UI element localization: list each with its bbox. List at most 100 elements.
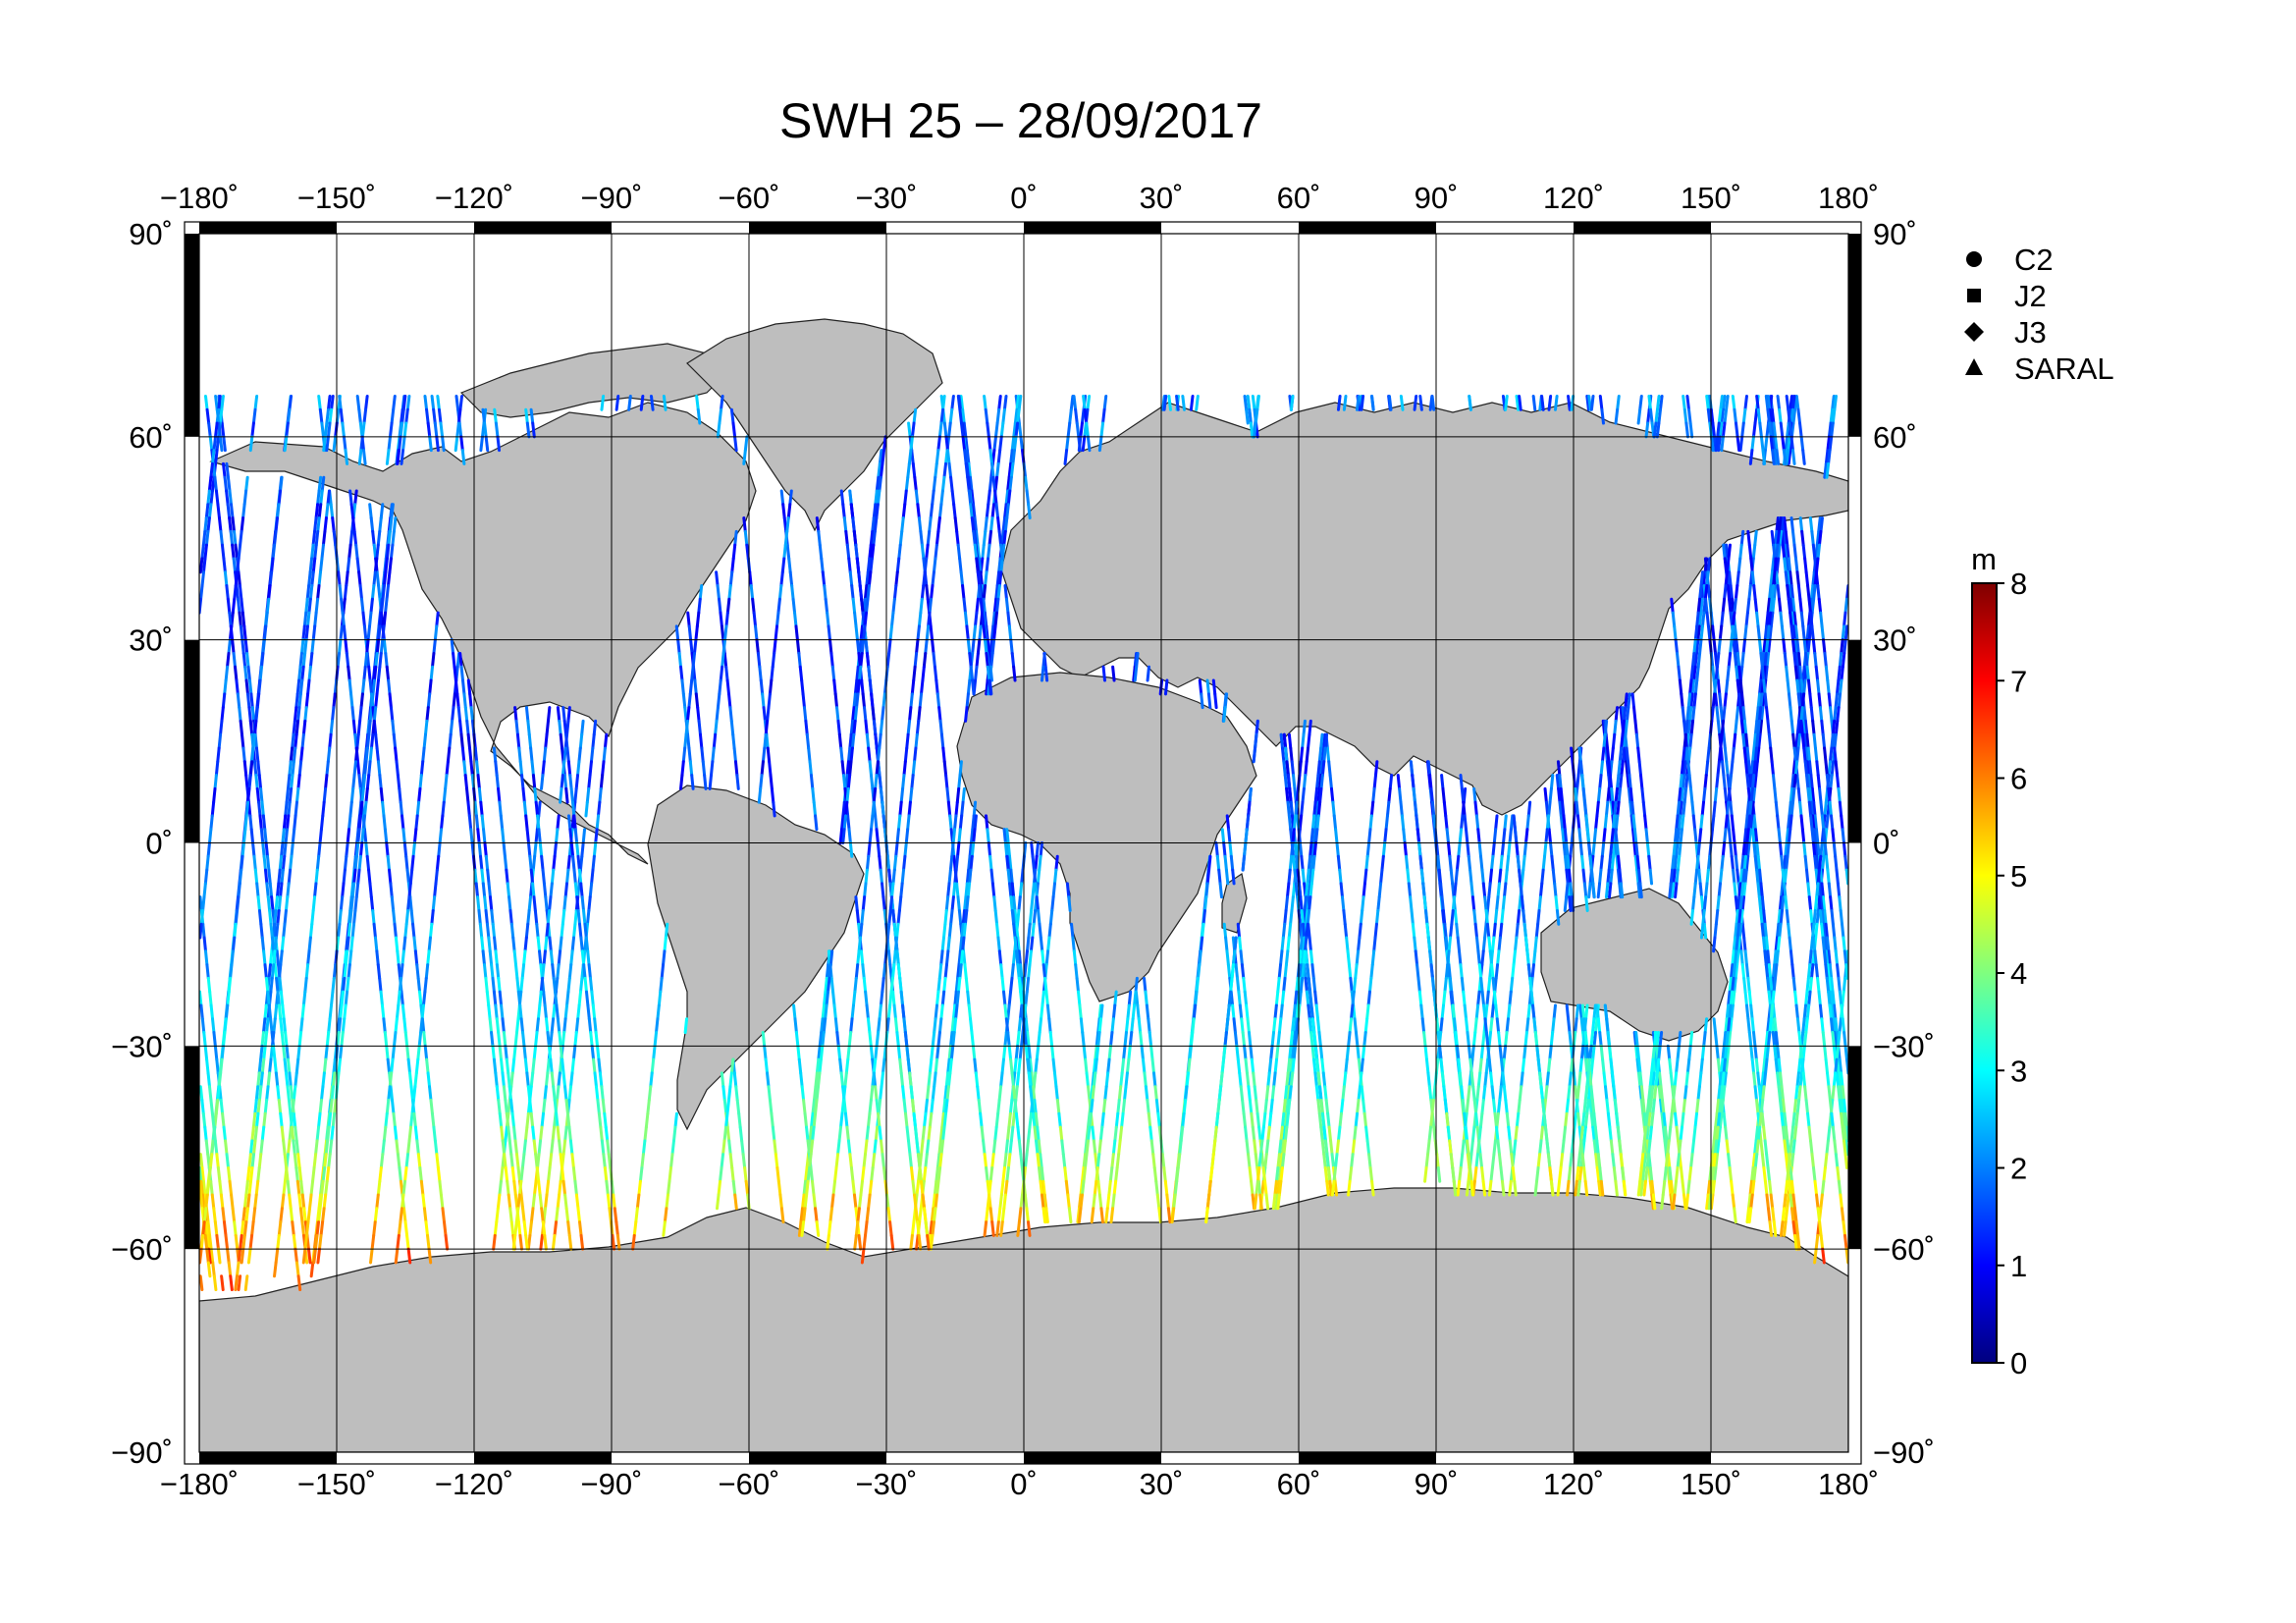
track-segment: [479, 800, 484, 818]
track-segment: [1768, 407, 1773, 425]
track-segment: [254, 1085, 260, 1102]
track-segment: [450, 638, 455, 655]
track-segment: [515, 976, 520, 994]
track-segment: [592, 1057, 597, 1075]
track-segment: [1695, 665, 1700, 682]
track-segment: [1264, 1139, 1270, 1157]
track-segment: [1445, 828, 1450, 844]
track-segment: [1470, 1044, 1475, 1061]
track-segment: [548, 1153, 554, 1169]
track-segment: [1255, 1098, 1259, 1115]
track-segment: [308, 584, 314, 601]
track-segment: [916, 1220, 921, 1237]
track-segment: [303, 976, 308, 994]
track-segment: [1594, 1153, 1599, 1169]
track-segment: [1435, 1153, 1440, 1169]
track-segment: [529, 1111, 535, 1129]
track-segment: [982, 1139, 987, 1157]
track-segment: [417, 786, 422, 804]
track-segment: [1744, 760, 1749, 778]
track-segment: [1322, 1153, 1327, 1169]
track-segment: [874, 814, 879, 832]
track-segment: [1673, 828, 1679, 844]
track-segment: [1280, 990, 1286, 1007]
track-segment: [1728, 1165, 1734, 1183]
track-segment: [1351, 1139, 1357, 1157]
track-segment: [1731, 746, 1735, 764]
track-segment: [350, 922, 356, 940]
track-segment: [228, 1179, 234, 1197]
track-segment: [1693, 651, 1698, 669]
track-segment: [696, 407, 702, 425]
track-segment: [985, 557, 990, 574]
track-segment: [1706, 557, 1712, 574]
track-segment: [965, 692, 970, 710]
track-segment: [540, 774, 545, 790]
track-segment: [688, 760, 694, 778]
track-segment: [565, 746, 570, 764]
track-segment: [402, 1017, 407, 1035]
track-segment: [1122, 1044, 1127, 1061]
track-segment: [790, 584, 795, 601]
track-segment: [584, 936, 590, 953]
track-segment: [1576, 1071, 1582, 1089]
track-segment: [1480, 1165, 1485, 1183]
track-segment: [1813, 814, 1818, 832]
track-segment: [580, 895, 586, 912]
track-segment: [1769, 435, 1775, 453]
track-segment: [313, 882, 318, 899]
track-segment: [1276, 1153, 1281, 1169]
track-segment: [522, 1044, 527, 1061]
track-segment: [290, 1125, 295, 1143]
track-segment: [300, 1003, 305, 1021]
track-segment: [1074, 407, 1079, 425]
track-segment: [946, 1057, 951, 1075]
track-segment: [347, 665, 351, 682]
track-segment: [274, 1247, 280, 1265]
track-segment: [493, 936, 498, 953]
track-segment: [1290, 1044, 1296, 1061]
track-segment: [319, 1220, 325, 1237]
track-segment: [1792, 746, 1797, 764]
track-segment: [1837, 1031, 1842, 1048]
track-segment: [1097, 1193, 1103, 1211]
track-segment: [792, 1003, 797, 1021]
track-segment: [640, 1153, 645, 1169]
track-segment: [1755, 746, 1761, 764]
track-segment: [1095, 1044, 1100, 1061]
track-segment: [357, 854, 362, 872]
track-segment: [497, 786, 502, 804]
track-segment: [273, 908, 278, 926]
track-segment: [1000, 1057, 1005, 1075]
track-segment: [206, 1261, 212, 1278]
track-segment: [749, 584, 755, 601]
track-segment: [1465, 1098, 1470, 1115]
track-segment: [1025, 489, 1031, 507]
track-segment: [382, 570, 388, 588]
track-segment: [439, 1193, 445, 1211]
track-segment: [1279, 1003, 1284, 1021]
track-segment: [377, 584, 382, 601]
track-segment: [946, 800, 952, 818]
track-segment: [203, 868, 209, 886]
track-segment: [490, 1031, 495, 1048]
track-segment: [328, 732, 333, 750]
track-segment: [731, 1179, 737, 1197]
track-segment: [225, 1153, 231, 1169]
track-segment: [1576, 1111, 1581, 1129]
track-segment: [1744, 814, 1749, 832]
track-segment: [1127, 990, 1133, 1007]
track-segment: [1724, 678, 1730, 696]
track-segment: [1704, 882, 1709, 899]
track-segment: [341, 882, 346, 899]
track-segment: [373, 1207, 379, 1224]
track-segment: [527, 895, 533, 912]
track-segment: [893, 1017, 899, 1035]
track-segment: [1709, 407, 1715, 425]
track-segment: [970, 841, 976, 858]
track-segment: [679, 665, 684, 682]
track-segment: [281, 854, 287, 872]
track-segment: [594, 1085, 600, 1102]
track-segment: [1308, 841, 1313, 858]
track-segment: [1831, 990, 1836, 1007]
